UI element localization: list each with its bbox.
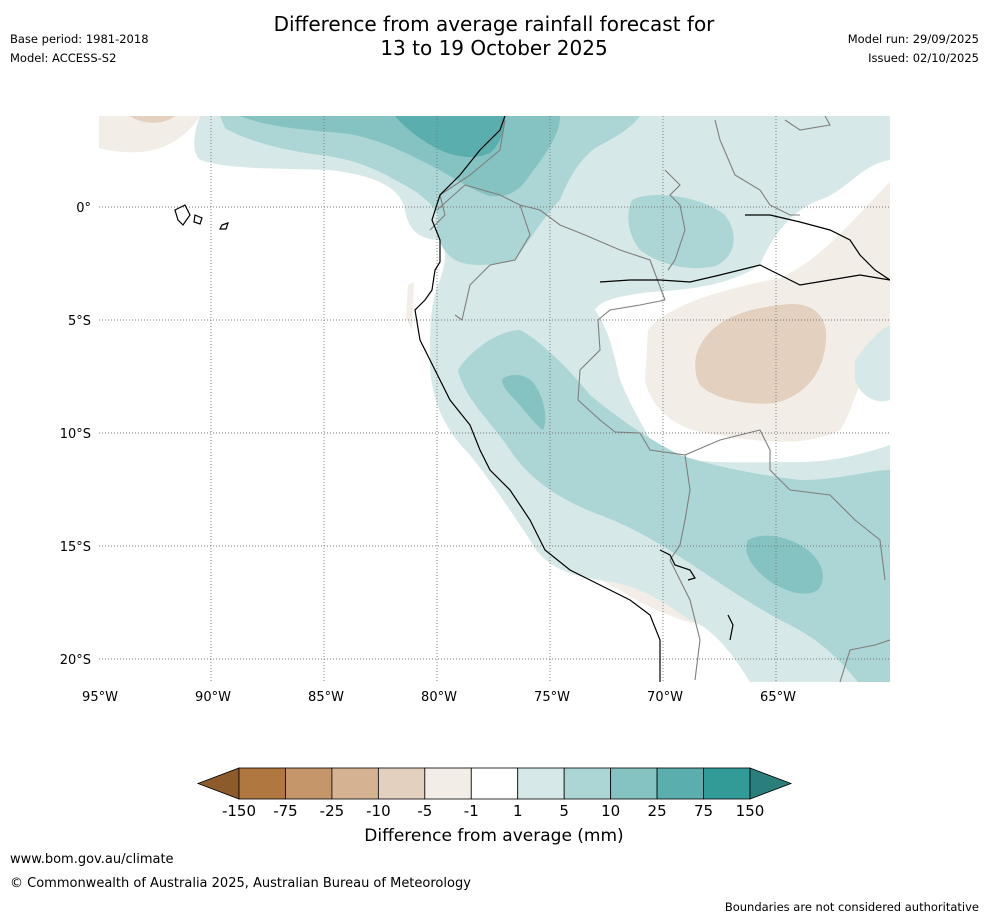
wet-region-light-ne <box>855 325 890 402</box>
colorbar-tick-label: -10 <box>366 802 391 820</box>
colorbar-ticks: -150 -75 -25 -10 -5 -1 1 5 10 25 75 150 <box>222 802 764 820</box>
lat-label: 20°S <box>60 653 91 668</box>
lon-label: 85°W <box>308 690 344 705</box>
wet-region-strong-southeast <box>746 535 823 594</box>
dry-region-coast <box>406 282 414 330</box>
lon-label: 75°W <box>534 690 570 705</box>
colorbar-box <box>703 767 751 800</box>
lon-label: 70°W <box>647 690 683 705</box>
title-line-1: Difference from average rainfall forecas… <box>273 12 715 36</box>
colorbar-tick-label: 5 <box>559 802 569 820</box>
colorbar-box <box>656 767 704 800</box>
colorbar-box <box>377 767 426 800</box>
colorbar-tick-label: -1 <box>464 802 479 820</box>
colorbar-box <box>563 767 612 800</box>
colorbar-box <box>610 767 658 800</box>
lon-label: 95°W <box>82 690 118 705</box>
colorbar-tick-label: 25 <box>648 802 667 820</box>
colorbar-tick-label: -5 <box>417 802 432 820</box>
lat-label: 0° <box>76 201 91 216</box>
lon-label: 90°W <box>195 690 231 705</box>
lat-label: 10°S <box>60 427 91 442</box>
lon-label: 80°W <box>421 690 457 705</box>
copyright-text: © Commonwealth of Australia 2025, Austra… <box>10 876 471 891</box>
colorbar-tick-label: 75 <box>694 802 713 820</box>
colorbar-arrow-low <box>196 767 240 800</box>
dry-region-northwest <box>99 116 200 153</box>
model-run-text: Model run: 29/09/2025 <box>847 32 979 46</box>
graticule <box>99 116 890 682</box>
model-text: Model: ACCESS-S2 <box>10 51 117 65</box>
colorbar-box <box>470 767 519 800</box>
colorbar-arrow-high <box>749 767 793 800</box>
wet-region-heavy <box>395 116 505 157</box>
coastlines <box>174 116 890 682</box>
map-fill-layer <box>99 116 890 682</box>
wet-region-medium-amazon <box>628 195 734 269</box>
colorbar-tick-label: 1 <box>513 802 523 820</box>
colorbar-box <box>424 767 472 800</box>
issued-text: Issued: 02/10/2025 <box>868 51 979 65</box>
colorbar <box>196 767 793 800</box>
colorbar-tick-label: 10 <box>601 802 620 820</box>
colorbar-box <box>331 767 379 800</box>
colorbar-box <box>517 767 565 800</box>
colorbar-tick-label: -150 <box>222 802 256 820</box>
colorbar-tick-label: -25 <box>320 802 345 820</box>
colorbar-tick-label: 150 <box>736 802 765 820</box>
colorbar-label: Difference from average (mm) <box>364 826 624 846</box>
title-line-2: 13 to 19 October 2025 <box>380 36 608 60</box>
colorbar-tick-label: -75 <box>273 802 298 820</box>
colorbar-box <box>238 767 286 800</box>
dry-region-northwest-core <box>130 116 175 123</box>
wet-region-strong-pocket <box>502 374 546 430</box>
lat-label: 5°S <box>68 314 91 329</box>
base-period-text: Base period: 1981-2018 <box>10 32 149 46</box>
bom-url-link[interactable]: www.bom.gov.au/climate <box>10 852 174 867</box>
dry-region-east-core <box>695 303 827 404</box>
country-borders <box>429 116 890 682</box>
disclaimer-text: Boundaries are not considered authoritat… <box>724 900 979 914</box>
colorbar-box <box>285 767 333 800</box>
wet-region-medium-south <box>458 330 890 682</box>
lon-label: 65°W <box>760 690 796 705</box>
lat-label: 15°S <box>60 540 91 555</box>
page-title: Difference from average rainfall forecas… <box>0 12 988 60</box>
